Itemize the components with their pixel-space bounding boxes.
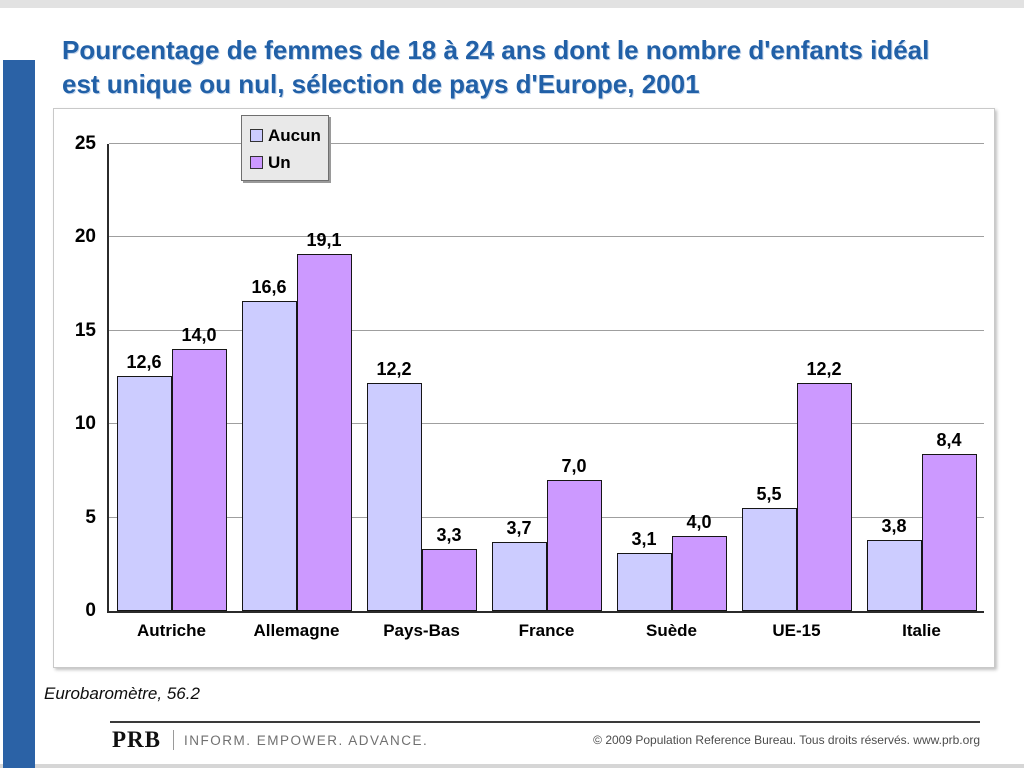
bar-value-label: 3,8: [881, 516, 907, 536]
legend-item-aucun: Aucun: [250, 122, 322, 149]
bar-pair: 5,5 12,2: [734, 359, 859, 611]
bar-value-label: 3,7: [506, 518, 532, 538]
bar-un-france: 7,0: [546, 456, 602, 611]
bar-un-pays-bas: 3,3: [421, 525, 477, 611]
x-axis-label-autriche: Autriche: [137, 621, 206, 640]
bar-un-allemagne: 19,1: [296, 230, 352, 611]
bar-pair: 3,8 8,4: [859, 430, 984, 611]
bar-aucun-italie: 3,8: [866, 516, 922, 611]
x-axis-label-pays-bas: Pays-Bas: [383, 621, 460, 640]
legend-swatch-icon: [250, 156, 263, 169]
footer-copyright: © 2009 Population Reference Bureau. Tous…: [593, 733, 980, 747]
bar-value-label: 12,6: [126, 352, 162, 372]
y-tick-label-5: 5: [85, 506, 96, 528]
legend-item-un: Un: [250, 149, 322, 176]
bar-group-pays-bas: 12,2 3,3: [359, 144, 484, 611]
legend-swatch-icon: [250, 129, 263, 142]
bar-un-italie: 8,4: [921, 430, 977, 611]
bar-un-autriche: 14,0: [171, 325, 227, 611]
bar-value-label: 3,1: [631, 529, 657, 549]
bar-pair: 12,6 14,0: [109, 325, 234, 611]
bar-aucun-allemagne: 16,6: [241, 277, 297, 611]
page-top-margin: [0, 0, 1024, 8]
bar-pair: 3,7 7,0: [484, 456, 609, 611]
x-axis-labels: Autriche Allemagne Pays-Bas France Suède UE-1…: [109, 621, 984, 641]
footer-tagline: INFORM. EMPOWER. ADVANCE.: [184, 732, 429, 748]
bar-pair: 3,1 4,0: [609, 512, 734, 611]
bar-aucun-su-de: 3,1: [616, 529, 672, 611]
y-tick-label-0: 0: [85, 600, 96, 621]
bar-pair: 12,2 3,3: [359, 359, 484, 611]
x-axis-line: [107, 611, 984, 613]
bar-pair: 16,6 19,1: [234, 230, 359, 611]
bar-group-autriche: 12,6 14,0: [109, 144, 234, 611]
footer-brand-separator: [173, 730, 174, 750]
bar-group-ue-15: 5,5 12,2: [734, 144, 859, 611]
bar-aucun-pays-bas: 12,2: [366, 359, 422, 611]
bar-group-italie: 3,8 8,4: [859, 144, 984, 611]
bar-groups: 12,6 14,0 16,6 19,1 12,2 3,3 3,7 7,0 3,1 4,0 5,5 12…: [109, 144, 984, 611]
source-note: Eurobaromètre, 56.2: [44, 684, 200, 703]
gridline-15: [109, 329, 984, 331]
bar-aucun-autriche: 12,6: [116, 352, 172, 611]
y-tick-label-20: 20: [74, 226, 96, 248]
bar-value-label: 3,3: [436, 525, 462, 545]
bar-value-label: 8,4: [936, 430, 962, 450]
bar-value-label: 5,5: [756, 484, 782, 504]
y-tick-label-25: 25: [74, 133, 96, 154]
bar-un-su-de: 4,0: [671, 512, 727, 611]
bar-group-su-de: 3,1 4,0: [609, 144, 734, 611]
x-axis-label-france: France: [518, 621, 575, 640]
footer-divider-line: [110, 721, 980, 723]
bar-aucun-ue-15: 5,5: [741, 484, 797, 611]
bar-group-france: 3,7 7,0: [484, 144, 609, 611]
legend-label: Un: [268, 152, 291, 172]
x-axis-label-allemagne: Allemagne: [253, 621, 340, 640]
bar-group-allemagne: 16,6 19,1: [234, 144, 359, 611]
prb-logo: PRB: [112, 727, 161, 752]
bar-aucun-france: 3,7: [491, 518, 547, 611]
bar-value-label: 16,6: [251, 277, 287, 297]
y-tick-label-10: 10: [74, 413, 96, 435]
bar-value-label: 19,1: [306, 230, 342, 250]
bar-value-label: 7,0: [561, 456, 587, 476]
chart-legend: Aucun Un: [241, 115, 329, 181]
legend-label: Aucun: [268, 125, 321, 145]
x-axis-label-su-de: Suède: [645, 621, 698, 640]
footer-brand-row: PRB INFORM. EMPOWER. ADVANCE.: [112, 727, 428, 753]
slide-accent-bar: [3, 60, 35, 768]
bar-value-label: 12,2: [376, 359, 412, 379]
gridline-10: [109, 423, 984, 425]
bar-value-label: 4,0: [686, 512, 712, 532]
gridline-25: [109, 143, 984, 144]
page-bottom-margin: [0, 764, 1024, 768]
y-axis-line: [107, 144, 109, 613]
gridline-20: [109, 236, 984, 238]
bar-value-label: 14,0: [181, 325, 217, 345]
slide-title: Pourcentage de femmes de 18 à 24 ans don…: [62, 35, 930, 100]
y-tick-label-15: 15: [74, 319, 96, 341]
bar-value-label: 12,2: [806, 359, 842, 379]
x-axis-label-ue-15: UE-15: [772, 621, 821, 640]
chart-panel: 0 5 10 15 20 25 12,6 14,0 16,6 19,1 12,2 3,3 3,7 7,0…: [53, 108, 995, 668]
x-axis-label-italie: Italie: [902, 621, 941, 640]
bar-un-ue-15: 12,2: [796, 359, 852, 611]
plot-area: 12,6 14,0 16,6 19,1 12,2 3,3 3,7 7,0 3,1 4,0 5,5 12…: [107, 143, 984, 613]
